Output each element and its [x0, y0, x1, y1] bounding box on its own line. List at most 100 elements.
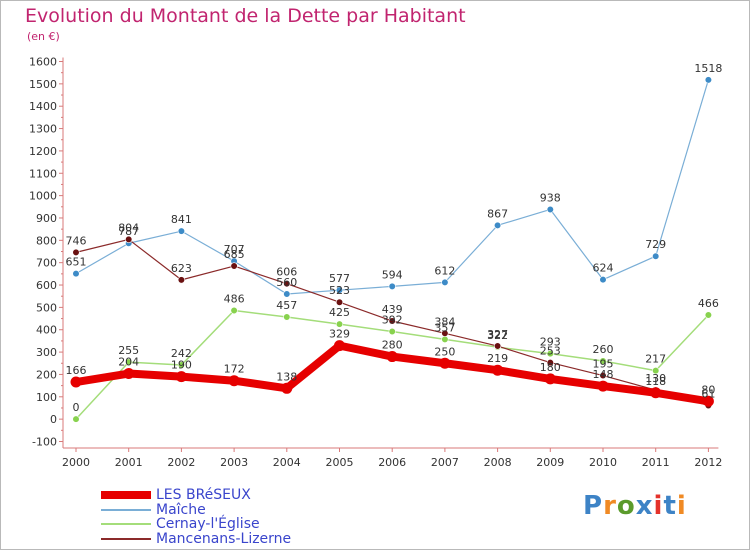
- data-point: [546, 358, 554, 367]
- data-label: 329: [329, 328, 350, 341]
- y-tick-label: 800: [36, 234, 57, 247]
- data-point: [441, 335, 449, 343]
- data-point: [441, 329, 449, 337]
- logo-letter: x: [635, 491, 654, 521]
- y-tick-label: 0: [50, 413, 57, 426]
- data-label: 357: [434, 321, 455, 334]
- data-point: [704, 311, 713, 319]
- data-label: 560: [276, 276, 297, 289]
- data-point: [335, 298, 344, 306]
- data-point: [177, 276, 185, 284]
- data-label-layer: 166 204 190 172 138 329 280 250 219 180 148 118 80 65…: [66, 62, 723, 414]
- data-label: 138: [276, 370, 297, 383]
- data-point: [70, 376, 82, 388]
- data-label: 623: [171, 262, 192, 275]
- data-label: 118: [645, 375, 666, 388]
- data-label: 327: [487, 328, 508, 341]
- data-label: 457: [276, 299, 297, 312]
- data-label: 841: [171, 213, 192, 226]
- data-label: 523: [329, 284, 350, 297]
- data-point: [283, 280, 291, 288]
- y-tick-label: 500: [36, 301, 57, 314]
- data-point: [72, 248, 80, 256]
- data-label: 293: [540, 336, 561, 349]
- series-layer: [70, 76, 714, 423]
- y-tick-label: 1400: [29, 100, 57, 113]
- data-point: [544, 373, 556, 385]
- y-tick-label: 300: [36, 346, 57, 359]
- data-label: 255: [118, 344, 139, 357]
- data-label: 148: [593, 368, 614, 381]
- data-label: 804: [118, 221, 139, 234]
- data-label: 707: [224, 243, 245, 256]
- x-tick-label: 2012: [694, 456, 722, 469]
- y-tick-label: 1600: [29, 56, 57, 69]
- data-point: [702, 395, 714, 407]
- chart-unit: (en €): [27, 30, 60, 43]
- y-tick-label: 1300: [29, 123, 57, 136]
- x-tick-label: 2010: [589, 456, 617, 469]
- x-tick-label: 2006: [378, 456, 406, 469]
- data-point: [441, 278, 449, 286]
- y-tick-label: 600: [36, 279, 57, 292]
- data-point: [599, 276, 607, 284]
- data-label: 384: [434, 315, 455, 328]
- data-label: 242: [171, 347, 192, 360]
- logo-letter: i: [653, 491, 664, 521]
- data-label: 280: [382, 339, 403, 352]
- data-point: [704, 76, 713, 84]
- y-tick-label: 1000: [29, 190, 57, 203]
- data-point: [175, 371, 187, 383]
- x-tick-label: 2009: [536, 456, 564, 469]
- legend-label: Mancenans-Lizerne: [156, 531, 292, 547]
- logo-letter: o: [616, 491, 636, 521]
- data-label: 746: [66, 234, 87, 247]
- data-point: [230, 262, 238, 270]
- legend-item-cernay: Cernay-l'Église: [101, 516, 331, 532]
- data-label: 172: [224, 363, 245, 376]
- data-point: [72, 415, 80, 423]
- chart-title: Evolution du Montant de la Dette par Hab…: [25, 5, 466, 27]
- y-tick-label: 700: [36, 257, 57, 270]
- data-label: 594: [382, 268, 403, 281]
- y-tick-label: 1200: [29, 145, 57, 158]
- data-point: [123, 368, 135, 380]
- data-label: 612: [434, 264, 455, 277]
- data-point: [546, 350, 554, 358]
- legend-label: Cernay-l'Église: [156, 516, 260, 532]
- data-point: [386, 351, 398, 363]
- y-tick-label: 200: [36, 368, 57, 381]
- data-label: 729: [645, 238, 666, 251]
- data-label: 787: [118, 225, 139, 238]
- data-point: [72, 270, 80, 278]
- x-tick-label: 2004: [273, 456, 301, 469]
- data-label: 938: [540, 191, 561, 204]
- x-tick-label: 2007: [431, 456, 459, 469]
- legend-swatch-cernay: [101, 523, 151, 525]
- data-label: 166: [66, 364, 87, 377]
- data-label: 685: [224, 248, 245, 261]
- x-tick-label: 2008: [484, 456, 512, 469]
- data-point: [335, 286, 344, 294]
- logo-letter: P: [583, 491, 604, 521]
- data-label: 0: [73, 401, 80, 414]
- y-tick-label: 100: [36, 391, 57, 404]
- legend-swatch-mancenans: [101, 538, 151, 540]
- data-point: [599, 371, 607, 380]
- y-tick-label: -100: [32, 436, 57, 449]
- x-tick-label: 2003: [220, 456, 248, 469]
- data-label: 190: [171, 359, 192, 372]
- data-label: 130: [645, 372, 666, 385]
- legend-item-mancenans: Mancenans-Lizerne: [101, 531, 331, 547]
- data-point: [283, 313, 291, 321]
- data-label: 217: [645, 353, 666, 366]
- data-point: [652, 252, 660, 260]
- data-point: [599, 357, 607, 365]
- data-point: [281, 382, 293, 394]
- data-point: [335, 320, 344, 328]
- data-label: 624: [593, 262, 614, 275]
- legend-swatch-maiche: [101, 509, 151, 511]
- data-point: [177, 361, 185, 369]
- axes: -100010020030040050060070080090010001100…: [29, 56, 722, 470]
